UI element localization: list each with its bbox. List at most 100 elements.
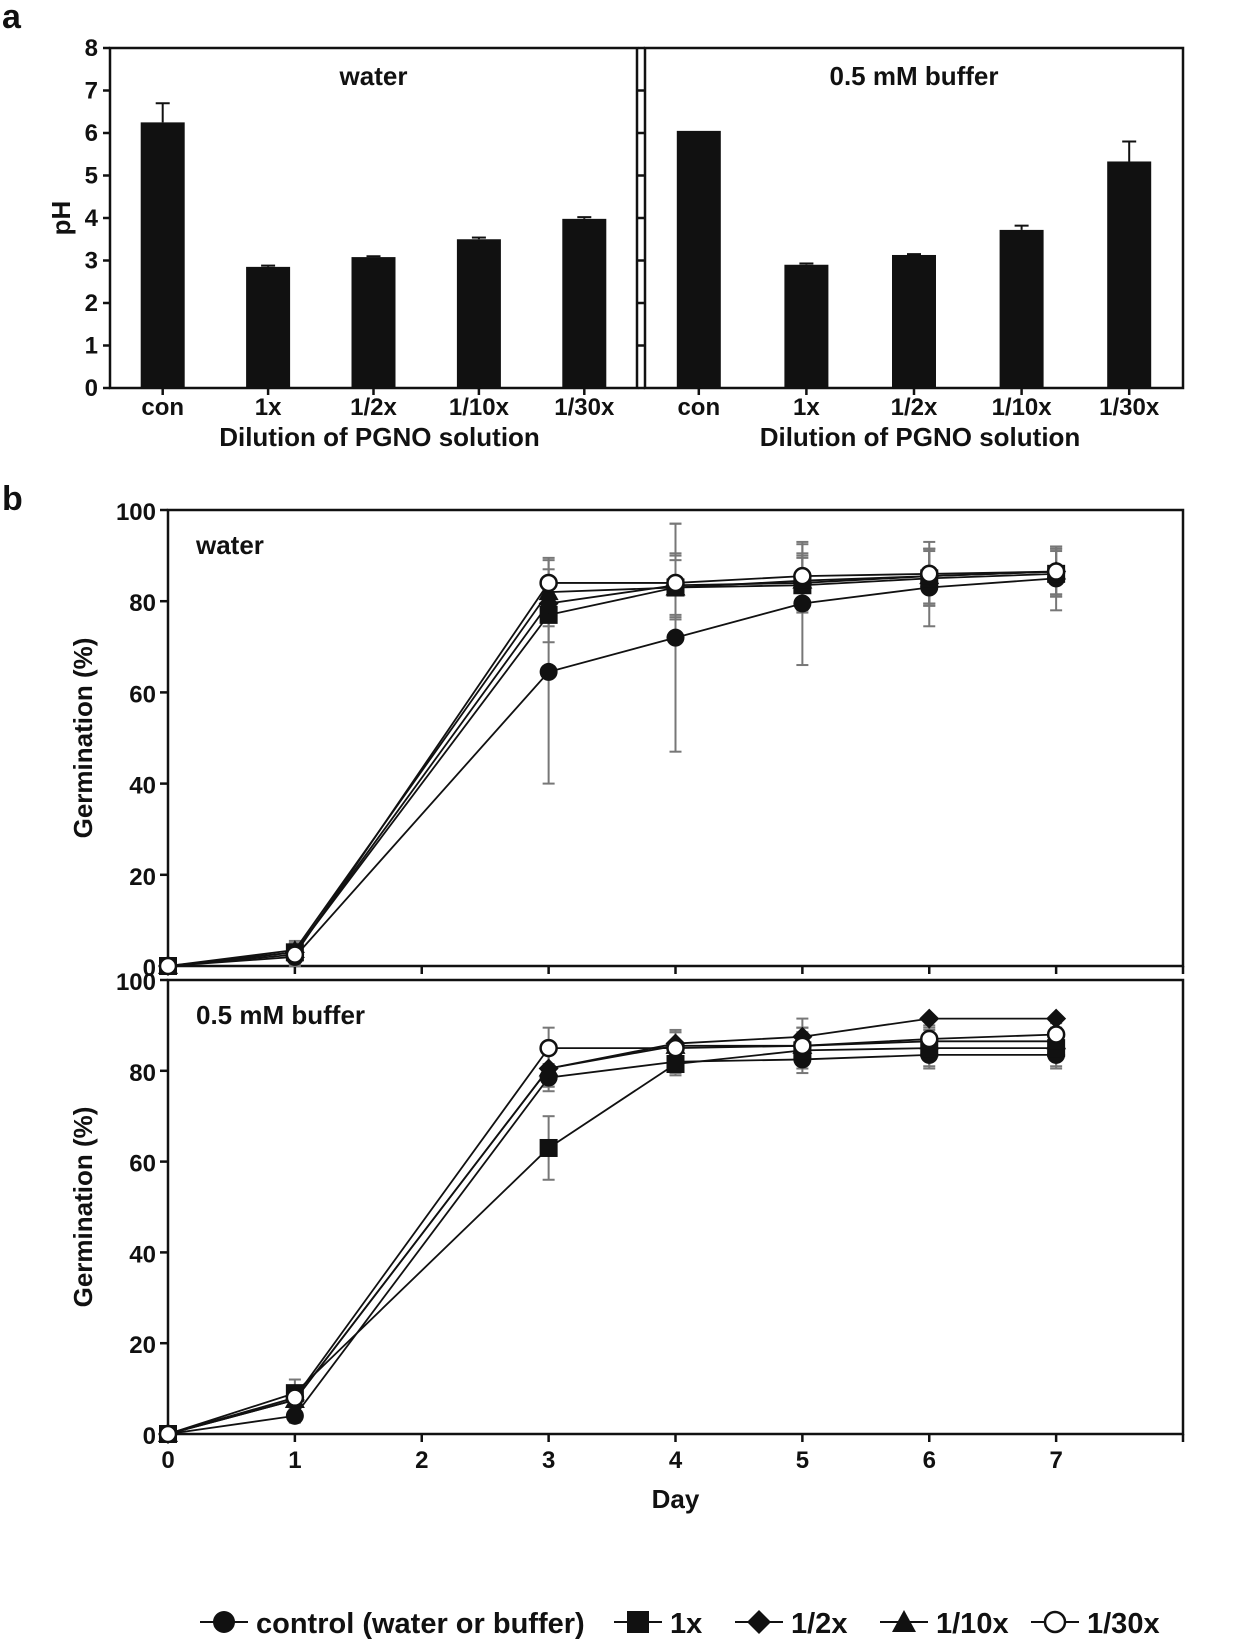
series-line	[167, 1054, 1057, 1435]
y-axis-label: Germination (%)	[68, 638, 98, 839]
bar-chart-water: 0 1 2 3 4 5 6 7 8 con 1x 1/2x 1/10x 1/30x water Dilutio…	[46, 35, 639, 452]
marker-diamond	[1046, 1008, 1067, 1029]
y-tick-label: 6	[85, 120, 98, 147]
marker-square	[539, 1138, 558, 1157]
x-tick-label: 1/10x	[992, 394, 1053, 421]
marker-open-circle	[793, 566, 812, 586]
series-line	[167, 1017, 1057, 1435]
y-tick-label: 100	[116, 969, 156, 996]
marker-diamond	[747, 1610, 771, 1634]
x-tick-label: 1x	[793, 394, 820, 421]
bar	[892, 254, 936, 388]
series-line	[167, 1033, 1057, 1435]
y-tick-label: 0	[143, 955, 156, 982]
y-tick-label: 0	[85, 375, 98, 402]
panel-title: 0.5 mM buffer	[196, 1000, 365, 1030]
y-tick-label: 3	[85, 248, 98, 275]
x-axis-label: Dilution of PGNO solution	[760, 422, 1081, 452]
x-tick-label: 4	[669, 1447, 683, 1474]
legend-label: 1/2x	[791, 1608, 847, 1640]
marker-open-circle	[539, 1038, 558, 1058]
y-tick-label: 2	[85, 290, 98, 317]
x-tick-label: 0	[161, 1447, 174, 1474]
x-tick-label: 7	[1049, 1447, 1062, 1474]
x-tick-label: 6	[923, 1447, 936, 1474]
series-line	[167, 1047, 1057, 1435]
bar	[1107, 161, 1152, 388]
bar-chart-buffer: con 1x 1/2x 1/10x 1/30x 0.5 mM buffer Dilution…	[638, 46, 1185, 452]
x-tick-label: 1/2x	[891, 394, 938, 421]
bar	[456, 239, 501, 388]
marker-triangle	[892, 1610, 916, 1632]
x-axis-label: Dilution of PGNO solution	[219, 422, 540, 452]
bar	[140, 122, 185, 388]
x-tick-label: 3	[542, 1447, 555, 1474]
marker-open-circle	[285, 1388, 305, 1407]
line-chart-buffer: 0 20 40 60 80 100 0 1 2 3 4 5 6 7 Day 0.5 mM buffer Germ…	[68, 969, 1185, 1514]
x-tick-label: con	[677, 394, 720, 421]
marker-square	[666, 1054, 685, 1073]
series-line	[167, 570, 1057, 967]
y-tick-label: 1	[85, 333, 98, 360]
marker-circle	[666, 628, 685, 647]
y-axis-label: Germination (%)	[68, 1107, 98, 1308]
marker-circle	[213, 1611, 235, 1633]
marker-open-circle	[793, 1036, 812, 1056]
panel-title: 0.5 mM buffer	[829, 61, 998, 91]
marker-diamond	[919, 1008, 940, 1029]
marker-open-circle	[920, 564, 939, 584]
marker-open-circle	[1043, 1610, 1067, 1634]
y-tick-label: 40	[129, 773, 156, 800]
marker-open-circle	[666, 573, 685, 593]
panel-b-letter: b	[2, 480, 23, 518]
y-tick-label: 0	[143, 1423, 156, 1450]
y-tick-label: 5	[85, 163, 98, 190]
marker-circle	[285, 1406, 304, 1425]
x-tick-label: 2	[415, 1447, 428, 1474]
y-tick-label: 4	[85, 205, 99, 232]
y-tick-label: 7	[85, 78, 98, 105]
series-line	[167, 570, 1057, 967]
marker-open-circle	[285, 945, 305, 964]
y-tick-label: 40	[129, 1241, 156, 1268]
legend-label: 1/30x	[1087, 1608, 1160, 1640]
y-tick-label: 20	[129, 1332, 156, 1359]
bar	[562, 218, 607, 388]
panel-a-letter: a	[2, 0, 22, 36]
marker-open-circle	[666, 1038, 685, 1058]
marker-open-circle	[539, 573, 558, 593]
y-tick-label: 80	[129, 590, 156, 617]
y-tick-label: 20	[129, 864, 156, 891]
y-tick-label: 100	[116, 499, 156, 526]
x-tick-label: con	[141, 394, 184, 421]
x-tick-label: 1x	[255, 394, 282, 421]
x-axis-label: Day	[652, 1484, 700, 1514]
marker-triangle	[538, 1058, 559, 1077]
legend-label: control (water or buffer)	[256, 1608, 585, 1640]
bar	[351, 257, 396, 388]
x-tick-label: 1/30x	[1099, 394, 1160, 421]
legend-label: 1x	[670, 1608, 702, 1640]
bar	[784, 264, 829, 388]
series-line	[167, 577, 1057, 967]
x-tick-label: 1/2x	[350, 394, 397, 421]
marker-open-circle	[1046, 1025, 1066, 1044]
panel-title: water	[339, 61, 408, 91]
marker-open-circle	[158, 1424, 178, 1444]
y-tick-label: 8	[85, 35, 98, 62]
line-chart-water: 0 20 40 60 80 100 water Germination (%)	[68, 499, 1185, 982]
x-tick-label: 1/30x	[554, 394, 615, 421]
marker-circle	[539, 662, 558, 681]
series-line	[167, 1040, 1057, 1435]
legend-label: 1/10x	[936, 1608, 1009, 1640]
x-tick-label: 1/10x	[449, 394, 510, 421]
series-line	[167, 572, 1057, 967]
y-tick-label: 60	[129, 1151, 156, 1178]
y-tick-label: 80	[129, 1060, 156, 1087]
x-tick-label: 5	[796, 1447, 809, 1474]
panel-title: water	[195, 530, 264, 560]
y-tick-label: 60	[129, 681, 156, 708]
marker-open-circle	[1046, 562, 1066, 581]
marker-square	[539, 605, 558, 624]
